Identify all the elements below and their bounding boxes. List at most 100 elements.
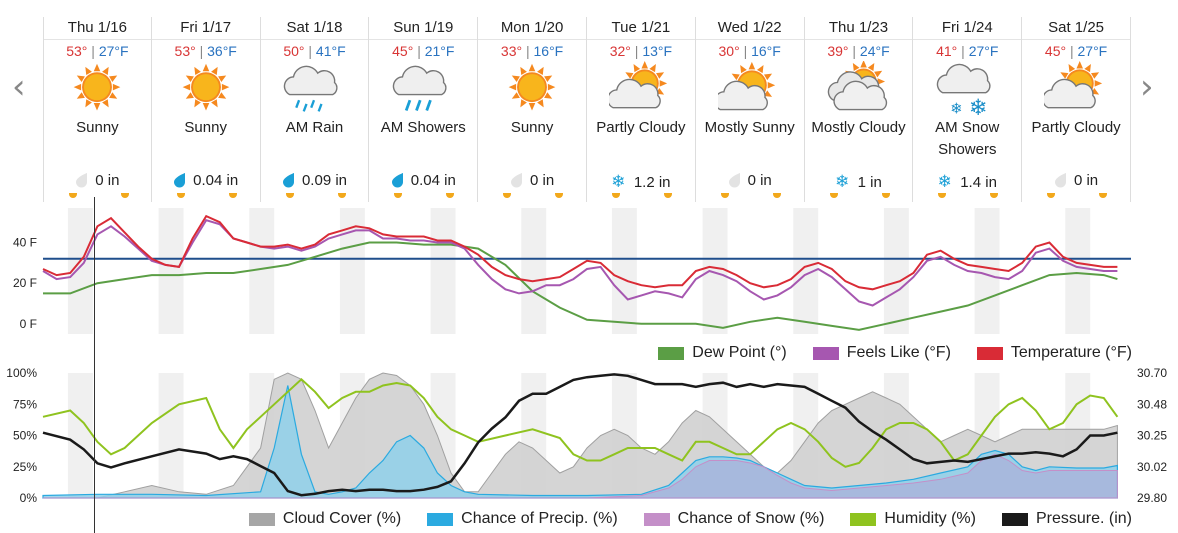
day-date: Sun 1/19 bbox=[369, 17, 478, 40]
day-column[interactable]: Wed 1/22 30° | 16°F Mostly Sunny 0 in bbox=[695, 17, 805, 202]
legend-label: Cloud Cover (%) bbox=[282, 510, 402, 527]
y-tick-label-left: 25% bbox=[13, 460, 37, 474]
sunrise-sunset-row bbox=[805, 193, 913, 201]
svg-text:❄: ❄ bbox=[950, 99, 963, 117]
precip-amount: 0 in bbox=[1022, 172, 1130, 189]
day-column[interactable]: Fri 1/24 41° | 27°F ❄ ❄ AM Snow Showers ❄… bbox=[913, 17, 1023, 202]
day-column[interactable]: Thu 1/23 39° | 24°F Mostly Cloudy ❄ 1 in bbox=[804, 17, 914, 202]
day-temps: 45° | 21°F bbox=[392, 43, 455, 59]
day-date: Thu 1/23 bbox=[804, 17, 913, 40]
legend-item[interactable]: Humidity (%) bbox=[850, 510, 976, 528]
precip-value: 0.09 in bbox=[301, 172, 348, 189]
sunrise-sunset-row bbox=[1022, 193, 1130, 201]
sunrise-icon bbox=[394, 193, 403, 198]
sunrise-sunset-row bbox=[44, 193, 151, 201]
y-tick-label-left: 75% bbox=[13, 397, 37, 411]
sunrise-icon bbox=[611, 193, 620, 198]
y-tick-label-right: 30.48 bbox=[1137, 397, 1167, 411]
high-temp: 50° bbox=[283, 43, 305, 59]
low-temp: 16°F bbox=[751, 43, 781, 59]
high-temp: 45° bbox=[1044, 43, 1067, 59]
low-temp: 21°F bbox=[424, 43, 455, 59]
condition-text: Sunny bbox=[510, 119, 554, 136]
low-temp: 36°F bbox=[207, 43, 237, 59]
dry-drop-icon bbox=[728, 172, 748, 189]
day-date: Fri 1/24 bbox=[913, 17, 1022, 40]
prev-button[interactable]: ‹ bbox=[12, 67, 26, 107]
condition-text: Mostly Sunny bbox=[704, 119, 795, 136]
day-column[interactable]: Fri 1/17 53° | 36°F Sunny 0.04 in bbox=[151, 17, 261, 202]
precip-amount: 0.04 in bbox=[369, 172, 477, 189]
high-temp: 33° bbox=[500, 43, 523, 59]
y-tick-label: 40 F bbox=[13, 236, 37, 250]
day-column[interactable]: Sun 1/19 45° | 21°F AM Showers 0.04 in bbox=[369, 17, 479, 202]
sunset-icon bbox=[990, 193, 999, 198]
showers-cloud-icon bbox=[393, 65, 447, 111]
y-tick-label: 20 F bbox=[13, 276, 37, 290]
sunset-icon bbox=[555, 193, 564, 198]
sunset-icon bbox=[337, 193, 346, 198]
day-column[interactable]: Sat 1/25 45° | 27°F Partly Cloudy 0 in bbox=[1022, 17, 1131, 202]
legend-item[interactable]: Pressure. (in) bbox=[1001, 510, 1132, 528]
precip-amount: ❄ 1.2 in bbox=[587, 172, 695, 192]
dry-drop-icon bbox=[1054, 172, 1074, 189]
dry-drop-icon bbox=[75, 172, 95, 189]
y-tick-label-left: 50% bbox=[13, 429, 37, 443]
feels-like-line bbox=[42, 219, 1118, 307]
next-button[interactable]: › bbox=[1140, 67, 1154, 107]
sunset-icon bbox=[881, 193, 890, 198]
y-tick-label-right: 30.02 bbox=[1137, 460, 1167, 474]
partly-cloudy-icon bbox=[1044, 61, 1103, 109]
y-tick-label: 0 F bbox=[20, 317, 37, 331]
legend-label: Chance of Snow (%) bbox=[677, 510, 825, 527]
precip-amount: 0 in bbox=[478, 172, 586, 189]
legend-swatch bbox=[248, 512, 275, 526]
snow-chance-area bbox=[43, 453, 1118, 499]
time-cursor-line[interactable] bbox=[94, 197, 95, 533]
day-column[interactable]: Sat 1/18 50° | 41°F AM Rain 0.09 in bbox=[260, 17, 370, 202]
rain-drop-icon bbox=[282, 172, 302, 189]
legend-item[interactable]: Dew Point (°) bbox=[658, 344, 787, 362]
dew-point-line bbox=[43, 241, 1118, 331]
legend-label: Humidity (%) bbox=[884, 510, 976, 527]
precip-value: 0 in bbox=[747, 172, 772, 189]
low-temp: 27°F bbox=[1077, 43, 1108, 59]
legend-swatch bbox=[976, 346, 1003, 360]
day-temps: 50° | 41°F bbox=[283, 43, 346, 59]
legend-swatch bbox=[643, 512, 670, 526]
sunset-icon bbox=[446, 193, 455, 198]
day-column[interactable]: Tue 1/21 32° | 13°F Partly Cloudy ❄ 1.2 … bbox=[586, 17, 696, 202]
legend-swatch bbox=[1001, 512, 1028, 526]
legend-item[interactable]: Chance of Precip. (%) bbox=[427, 510, 618, 528]
snowflake-icon: ❄ bbox=[611, 172, 626, 192]
y-tick-label-right: 30.70 bbox=[1137, 366, 1167, 380]
day-column[interactable]: Thu 1/16 53° | 27°F Sunny 0 in bbox=[43, 17, 152, 202]
legend-item[interactable]: Feels Like (°F) bbox=[812, 344, 951, 362]
condition-text: Partly Cloudy bbox=[1031, 119, 1121, 136]
sunset-icon bbox=[228, 193, 237, 198]
precip-amount: 0.04 in bbox=[152, 172, 260, 189]
day-column[interactable]: Mon 1/20 33° | 16°F Sunny 0 in bbox=[478, 17, 587, 202]
high-temp: 53° bbox=[174, 43, 196, 59]
day-date: Wed 1/22 bbox=[695, 17, 804, 40]
condition-text: AM Snow Showers bbox=[935, 119, 1000, 158]
temperature-legend: Dew Point (°) Feels Like (°F) Temperature … bbox=[658, 344, 1132, 362]
sunrise-icon bbox=[720, 193, 729, 198]
daily-forecast-row: Thu 1/16 53° | 27°F Sunny 0 in Fri 1/17 … bbox=[43, 17, 1131, 202]
legend-swatch bbox=[427, 512, 454, 526]
y-tick-label-right: 30.25 bbox=[1137, 429, 1167, 443]
legend-item[interactable]: Cloud Cover (%) bbox=[248, 510, 402, 528]
temperature-line bbox=[42, 214, 1118, 291]
precip-amount: 0 in bbox=[696, 172, 804, 189]
day-temps: 30° | 16°F bbox=[718, 43, 781, 59]
precip-value: 0 in bbox=[529, 172, 555, 189]
y-tick-label-left: 100% bbox=[6, 366, 37, 380]
temperature-chart: 40 F 20 F 0 F bbox=[13, 208, 1131, 334]
low-temp: 24°F bbox=[859, 43, 890, 59]
sunrise-sunset-row bbox=[369, 193, 477, 201]
legend-item[interactable]: Temperature (°F) bbox=[976, 344, 1132, 362]
legend-item[interactable]: Chance of Snow (%) bbox=[643, 510, 825, 528]
snow-showers-icon: ❄ ❄ bbox=[937, 63, 991, 117]
sunrise-icon bbox=[176, 193, 185, 198]
precip-amount: 0.09 in bbox=[261, 172, 369, 189]
